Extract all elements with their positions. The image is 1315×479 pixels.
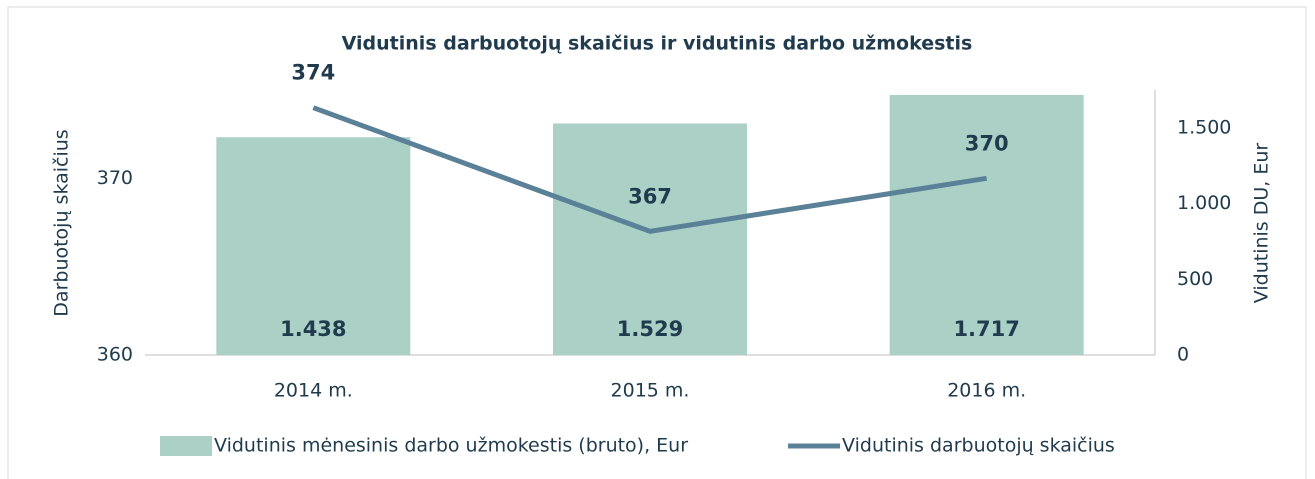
bar <box>553 123 747 355</box>
line-value-label: 370 <box>965 131 1009 155</box>
y-axis-label: Darbuotojų skaičius <box>51 129 73 316</box>
bar-value-label: 1.438 <box>280 317 346 341</box>
y2-tick-label: 0 <box>1177 344 1189 366</box>
x-tick-label: 2014 m. <box>274 380 353 402</box>
bar <box>216 137 411 355</box>
line-value-label: 367 <box>628 184 672 208</box>
bar <box>889 94 1084 356</box>
y2-axis-label: Vidutinis DU, Eur <box>1251 143 1273 304</box>
line <box>312 105 988 234</box>
y-tick-label: 370 <box>97 167 133 189</box>
x-tick-label: 2015 m. <box>611 380 690 402</box>
y2-tick-label: 1.500 <box>1177 116 1231 138</box>
bar-value-label: 1.717 <box>953 317 1019 341</box>
legend-label: Vidutinis darbuotojų skaičius <box>842 435 1115 457</box>
legend-swatch <box>160 436 212 456</box>
bar-value-label: 1.529 <box>617 317 683 341</box>
y2-tick-label: 1.000 <box>1177 192 1231 214</box>
x-tick-label: 2016 m. <box>947 380 1026 402</box>
line-value-label: 374 <box>291 61 335 85</box>
y-tick-label: 360 <box>97 344 133 366</box>
chart-title: Vidutinis darbuotojų skaičius ir vidutin… <box>342 33 973 55</box>
legend-label: Vidutinis mėnesinis darbo užmokestis (br… <box>214 435 688 457</box>
y2-tick-label: 500 <box>1177 268 1213 290</box>
